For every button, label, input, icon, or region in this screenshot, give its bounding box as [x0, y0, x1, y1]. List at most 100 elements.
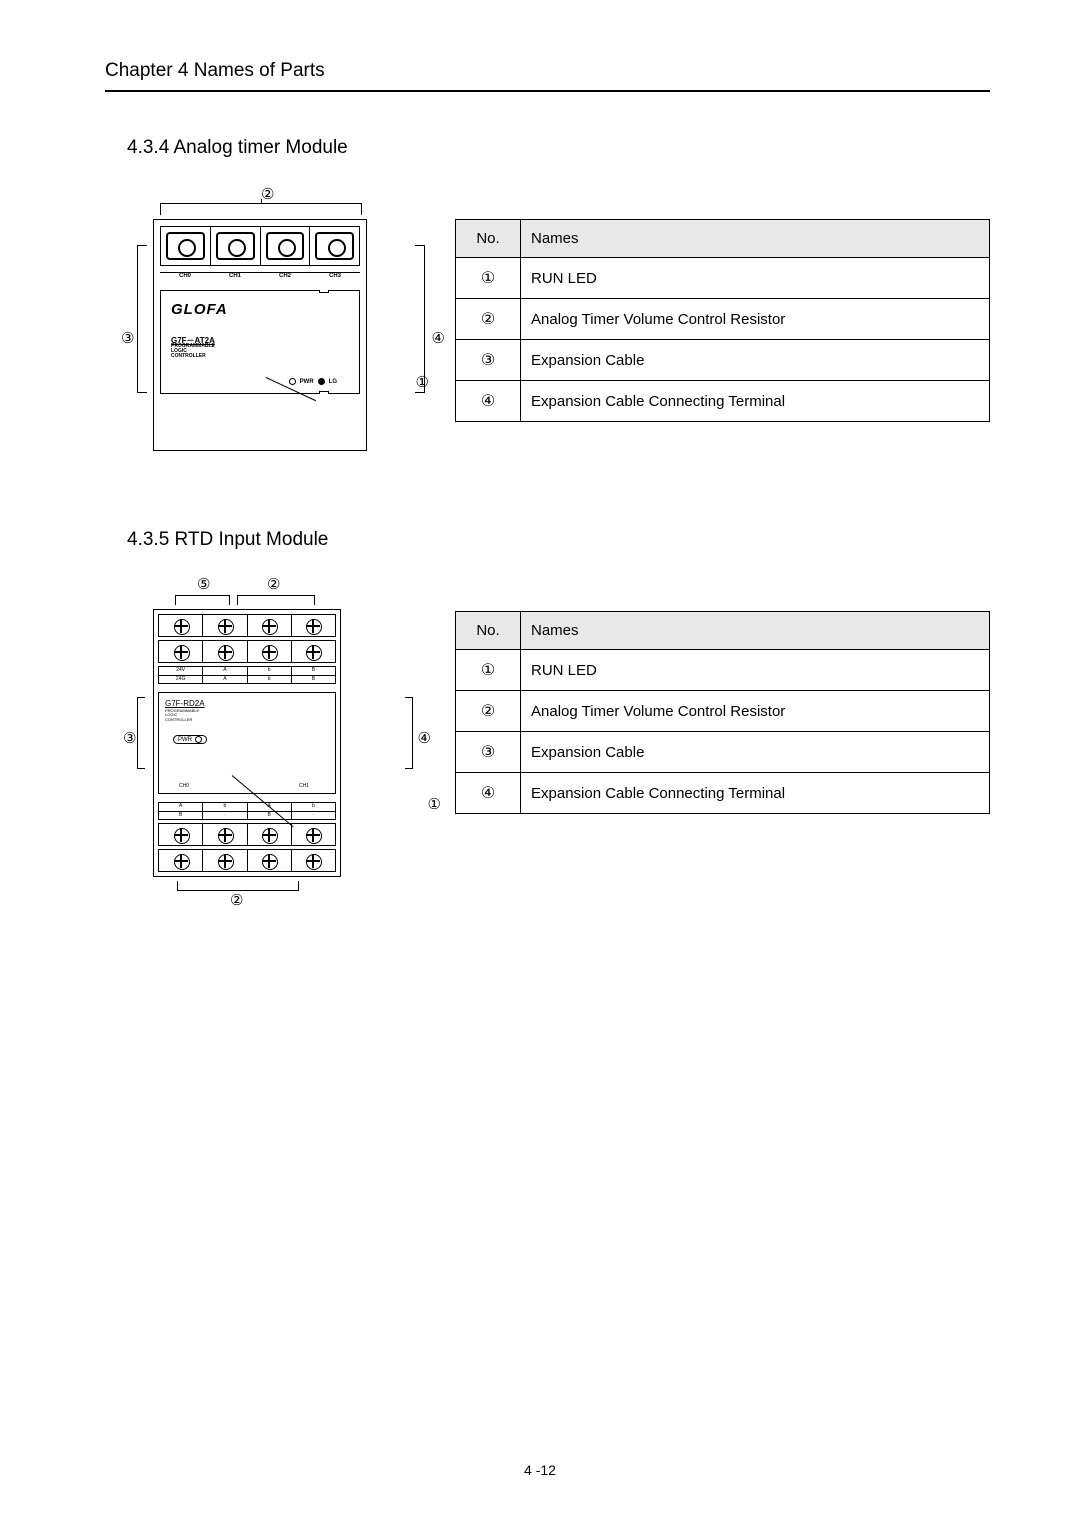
callout-1-icon: ① [428, 795, 441, 813]
pwr-label: PWR [178, 737, 192, 743]
channel-labels: CH0 CH1 CH2 CH3 [160, 272, 360, 282]
rtd-input-diagram: ⑤ ② ③ ④ ① ② [105, 581, 445, 901]
notch-icon [319, 290, 329, 293]
terminal-icon [203, 641, 247, 662]
term-label: b [248, 667, 292, 675]
pwr-led-group: PWR LG [289, 378, 337, 385]
terminal-icon [203, 824, 247, 845]
inner-plate: G7F-RD2A PROGRAMMABLELOGICCONTROLLER PWR… [158, 692, 336, 794]
terminal-icon [159, 641, 203, 662]
ch-label: CH2 [260, 272, 310, 282]
table-row: ④ Expansion Cable Connecting Terminal [456, 773, 990, 814]
analog-timer-table: No. Names ① RUN LED ② Analog Timer Volum… [455, 219, 990, 422]
terminal-icon [159, 615, 203, 636]
bracket-icon [137, 697, 145, 769]
led-icon [318, 378, 325, 385]
section-title-rtd-input: 4.3.5 RTD Input Module [127, 529, 990, 551]
row-no: ① [456, 650, 521, 691]
callout-2-icon: ② [267, 575, 280, 593]
callout-3-icon: ③ [121, 329, 134, 347]
terminal-icon [248, 850, 292, 871]
terminal-icon [248, 615, 292, 636]
row-name: Expansion Cable Connecting Terminal [521, 381, 990, 422]
rtd-input-table: No. Names ① RUN LED ② Analog Timer Volum… [455, 611, 990, 814]
notch-icon [319, 391, 329, 394]
brand-text: GLOFA [171, 301, 228, 318]
term-label: b [203, 803, 247, 811]
term-label: · [203, 812, 247, 820]
term-label: 24V [159, 667, 203, 675]
pwr-badge: PWR [173, 735, 207, 744]
row-no: ② [456, 299, 521, 340]
chapter-header: Chapter 4 Names of Parts [105, 60, 990, 92]
term-label: A [159, 803, 203, 811]
ch-label: CH1 [299, 783, 309, 789]
col-no: No. [456, 612, 521, 650]
knob-icon [161, 227, 211, 265]
ch-label: CH1 [210, 272, 260, 282]
knob-row [160, 226, 360, 266]
bracket-icon [137, 245, 147, 393]
term-label: A [203, 676, 247, 684]
term-label: B [292, 667, 335, 675]
terminal-icon [248, 641, 292, 662]
terminal-icon [292, 850, 335, 871]
row-no: ① [456, 258, 521, 299]
bracket-icon [160, 203, 362, 215]
table-header-row: No. Names [456, 220, 990, 258]
row-name: Expansion Cable Connecting Terminal [521, 773, 990, 814]
analog-timer-diagram: ② ③ ④ ① CH0 CH1 CH2 [105, 189, 445, 469]
ch-label: CH0 [179, 783, 189, 789]
page-number: 4 -12 [0, 1462, 1080, 1478]
table-row: ① RUN LED [456, 258, 990, 299]
module-outline: CH0 CH1 CH2 CH3 GLOFA G7F－AT2A PROGRAMMA… [153, 219, 367, 451]
col-names: Names [521, 220, 990, 258]
callout-4-icon: ④ [418, 729, 431, 747]
term-label: B [159, 812, 203, 820]
term-label: b [248, 676, 292, 684]
terminal-icon [248, 824, 292, 845]
pwr-label: PWR [300, 379, 314, 385]
module-outline: 24V A b B 24G A b B G7F-RD2A [153, 609, 341, 877]
callout-5-icon: ⑤ [197, 575, 210, 593]
row-no: ④ [456, 381, 521, 422]
table-row: ④ Expansion Cable Connecting Terminal [456, 381, 990, 422]
knob-icon [211, 227, 261, 265]
analog-timer-block: ② ③ ④ ① CH0 CH1 CH2 [105, 189, 990, 469]
knob-icon [310, 227, 359, 265]
row-name: Expansion Cable [521, 340, 990, 381]
terminal-icon [292, 641, 335, 662]
model-text: G7F-RD2A [165, 699, 205, 708]
led-icon [289, 378, 296, 385]
table-row: ② Analog Timer Volume Control Resistor [456, 691, 990, 732]
section-title-analog-timer: 4.3.4 Analog timer Module [127, 137, 990, 159]
row-no: ④ [456, 773, 521, 814]
bracket-icon [237, 595, 315, 605]
row-name: RUN LED [521, 650, 990, 691]
row-name: RUN LED [521, 258, 990, 299]
col-names: Names [521, 612, 990, 650]
row-name: Analog Timer Volume Control Resistor [521, 691, 990, 732]
term-label: b [292, 803, 335, 811]
knob-icon [261, 227, 311, 265]
terminal-icon [292, 615, 335, 636]
bracket-icon [175, 595, 230, 605]
terminal-label-block: A b A b B · B · [158, 802, 336, 820]
table-row: ③ Expansion Cable [456, 340, 990, 381]
row-name: Analog Timer Volume Control Resistor [521, 299, 990, 340]
terminal-icon [159, 850, 203, 871]
terminal-icon [292, 824, 335, 845]
table-row: ② Analog Timer Volume Control Resistor [456, 299, 990, 340]
terminal-row [158, 823, 336, 846]
terminal-row [158, 849, 336, 872]
ch-label: CH3 [310, 272, 360, 282]
callout-3-icon: ③ [123, 729, 136, 747]
bracket-icon [405, 697, 413, 769]
table-row: ③ Expansion Cable [456, 732, 990, 773]
term-label: · [292, 812, 335, 820]
terminal-row [158, 640, 336, 663]
term-label: A [203, 667, 247, 675]
row-no: ③ [456, 340, 521, 381]
terminal-icon [159, 824, 203, 845]
callout-4-icon: ④ [432, 329, 445, 347]
